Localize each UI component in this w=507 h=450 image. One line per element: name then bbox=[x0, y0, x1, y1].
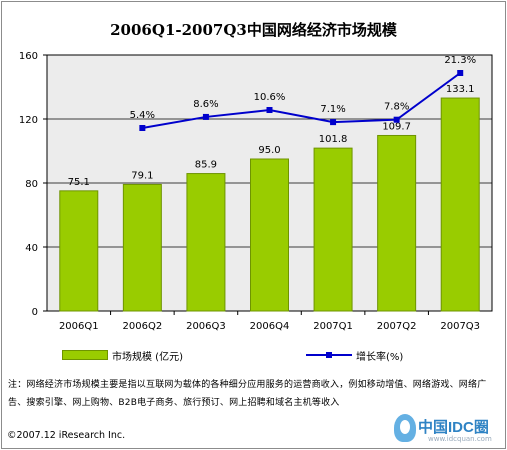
legend-label-line: 增长率(%) bbox=[356, 351, 404, 363]
x-tick-label: 2006Q2 bbox=[123, 321, 163, 332]
bar bbox=[440, 97, 480, 312]
growth-label: 8.6% bbox=[193, 99, 218, 110]
bar-label: 109.7 bbox=[382, 121, 411, 132]
growth-point bbox=[330, 119, 337, 126]
growth-label: 21.3% bbox=[444, 55, 476, 66]
bar-label: 79.1 bbox=[131, 170, 153, 181]
growth-point bbox=[202, 113, 209, 120]
growth-label: 7.8% bbox=[384, 102, 409, 113]
source-credit: ©2007.12 iResearch Inc. bbox=[7, 430, 126, 441]
logo-text: 中国IDC圈 bbox=[418, 419, 489, 436]
growth-point bbox=[139, 125, 146, 131]
y-tick-label: 80 bbox=[25, 179, 38, 190]
bar bbox=[59, 190, 99, 312]
bar bbox=[250, 158, 289, 312]
legend-item-bar: 市场规模 (亿元) bbox=[62, 347, 183, 363]
bar bbox=[122, 183, 162, 312]
growth-point bbox=[266, 107, 273, 114]
logo-mark-icon bbox=[394, 414, 416, 442]
growth-point bbox=[393, 116, 400, 123]
chart-title: 2006Q1-2007Q3中国网络经济市场规模 bbox=[110, 21, 397, 39]
legend-swatch-line bbox=[306, 350, 352, 360]
y-tick-label: 120 bbox=[19, 115, 38, 126]
growth-label: 10.6% bbox=[254, 92, 286, 103]
bar-label: 133.1 bbox=[446, 84, 475, 95]
growth-label: 5.4% bbox=[130, 110, 155, 121]
bar-label: 101.8 bbox=[319, 134, 348, 145]
y-tick-label: 40 bbox=[25, 243, 38, 254]
growth-point bbox=[457, 70, 464, 76]
idc-logo: 中国IDC圈 www.idcquan.com bbox=[392, 412, 502, 446]
bar bbox=[186, 173, 226, 312]
bar bbox=[313, 147, 353, 312]
bar-label: 75.1 bbox=[68, 177, 90, 188]
legend-label-bar: 市场规模 (亿元) bbox=[112, 351, 183, 363]
legend-swatch-bar bbox=[62, 350, 108, 360]
growth-label: 7.1% bbox=[320, 104, 345, 115]
logo-url: www.idcquan.com bbox=[428, 435, 492, 443]
x-tick-label: 2007Q3 bbox=[440, 321, 480, 332]
legend-item-line: 增长率(%) bbox=[306, 347, 403, 363]
x-tick-label: 2007Q1 bbox=[313, 321, 353, 332]
x-tick-label: 2006Q1 bbox=[59, 321, 99, 332]
growth-line bbox=[142, 72, 461, 129]
footnote: 注：网络经济市场规模主要是指以互联网为载体的各种细分应用服务的运营商收入，例如移… bbox=[8, 380, 487, 408]
x-tick-label: 2006Q4 bbox=[250, 321, 290, 332]
bar bbox=[377, 134, 417, 312]
bar-label: 95.0 bbox=[258, 145, 280, 156]
bar-label: 85.9 bbox=[195, 160, 217, 171]
y-tick-label: 160 bbox=[19, 51, 38, 62]
x-tick-label: 2006Q3 bbox=[186, 321, 226, 332]
x-tick-label: 2007Q2 bbox=[377, 321, 417, 332]
y-tick-label: 0 bbox=[32, 307, 38, 318]
